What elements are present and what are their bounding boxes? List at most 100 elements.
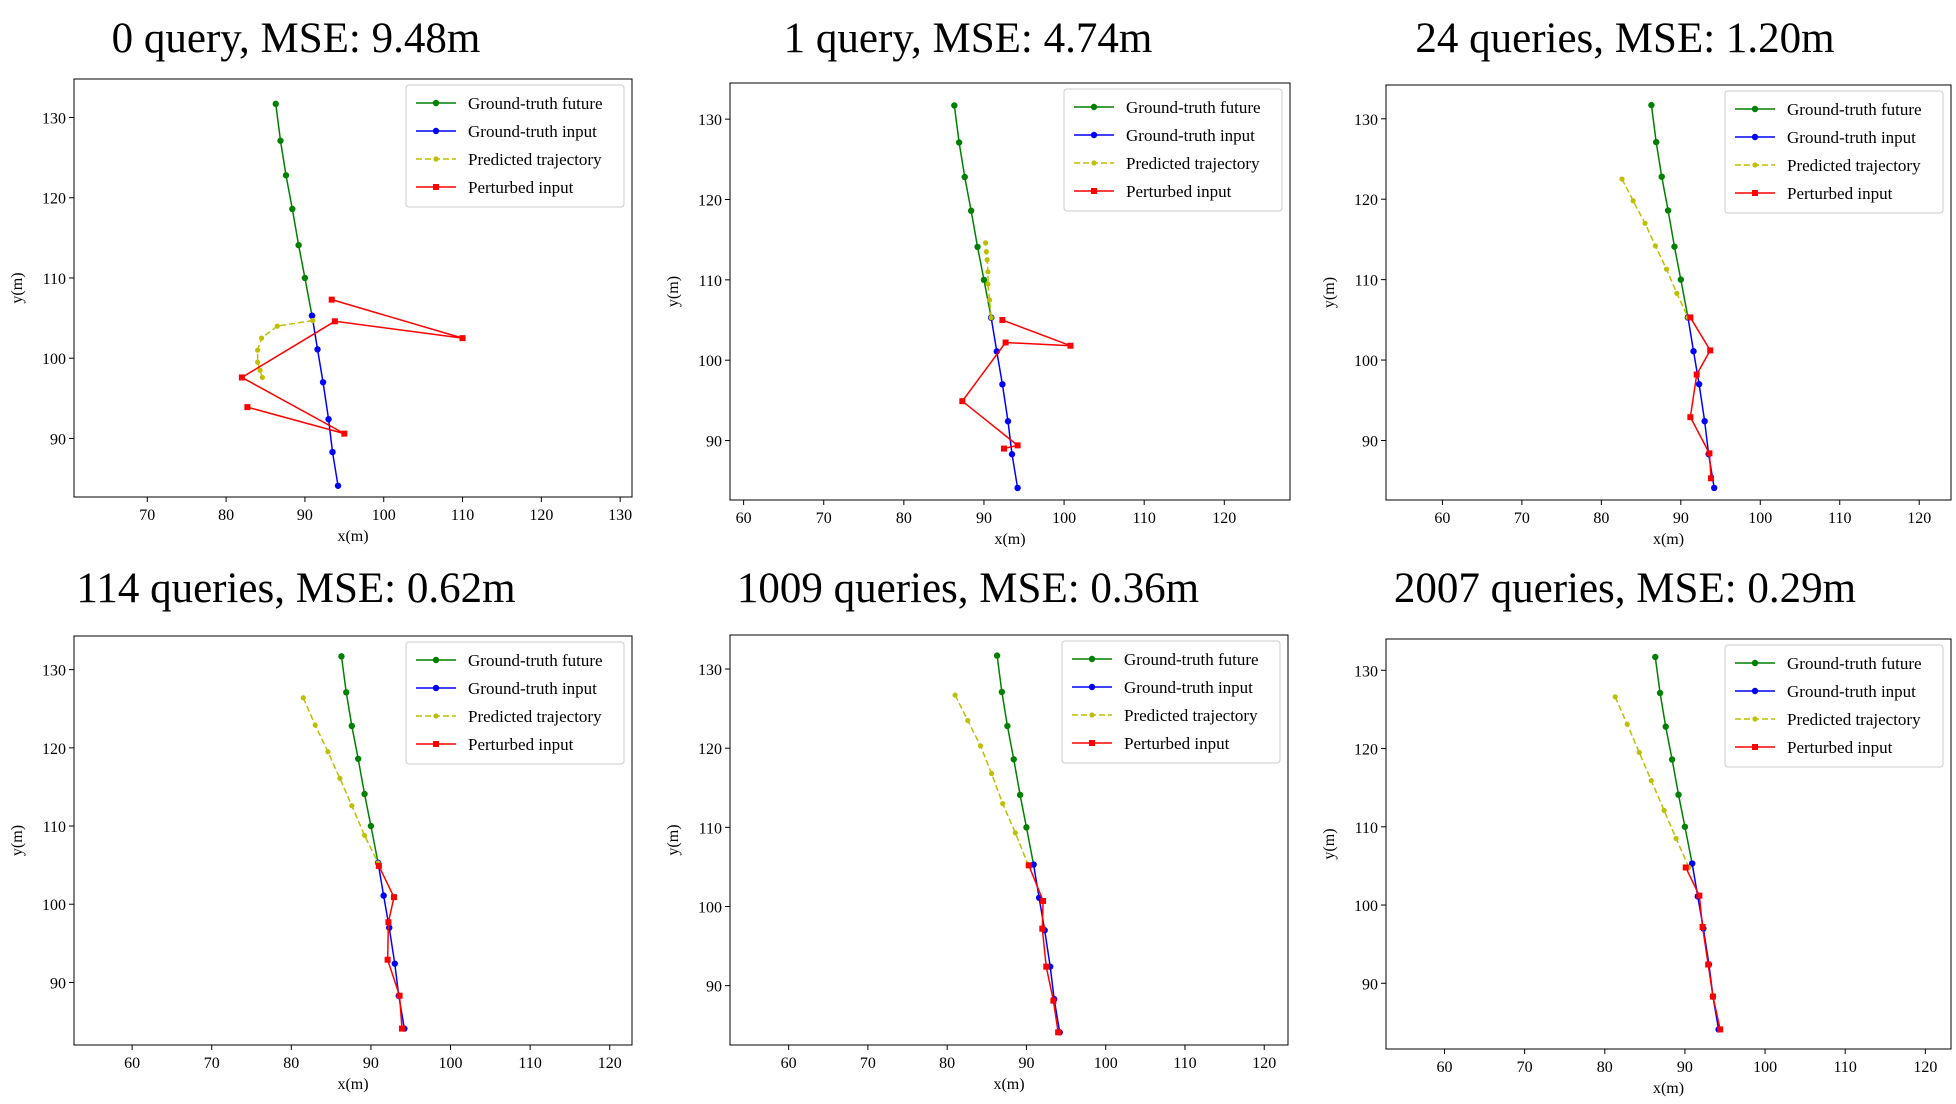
panel-0: 0 query, MSE: 9.48m 70 80 90 100 110 120 130 90…: [0, 0, 652, 552]
legend-box: [1061, 640, 1281, 764]
y-tick-label: 120: [698, 193, 722, 210]
data-point: [272, 100, 279, 108]
data-point: [1040, 897, 1047, 904]
series-ground-truth-future: [272, 100, 316, 319]
data-point: [277, 137, 284, 144]
data-point: [1663, 266, 1670, 272]
data-point: [459, 335, 466, 342]
x-tick-label: 70: [139, 507, 155, 524]
data-point: [1656, 689, 1664, 697]
data-point: [1652, 653, 1659, 661]
data-point: [1688, 860, 1696, 867]
legend-marker: [433, 184, 439, 190]
data-point: [338, 653, 345, 660]
y-tick-label: 90: [706, 979, 722, 996]
data-point: [343, 689, 350, 696]
data-point: [385, 919, 392, 926]
legend-label: Predicted trajectory: [468, 707, 602, 726]
data-point: [1674, 290, 1680, 296]
x-tick-label: 120: [1907, 510, 1931, 527]
data-point: [1717, 1026, 1724, 1033]
data-point: [398, 1025, 405, 1032]
chart-title: 2007 queries, MSE: 0.29m: [1393, 565, 1857, 612]
data-point: [1706, 450, 1713, 457]
legend: Ground-truth future Ground-truth input Pre…: [1061, 640, 1281, 764]
series-ground-truth-input: [1684, 314, 1718, 492]
chart-title: 114 queries, MSE: 0.62m: [76, 565, 516, 612]
x-tick-label: 110: [518, 1055, 541, 1072]
data-point: [380, 892, 387, 899]
chart-title: 1009 queries, MSE: 0.36m: [736, 565, 1200, 612]
y-axis-label: y(m): [9, 825, 26, 856]
x-tick-label: 100: [1748, 510, 1772, 527]
data-point: [1710, 484, 1718, 492]
x-tick-label: 60: [736, 510, 752, 527]
legend-marker: [1089, 740, 1095, 746]
legend-label: Perturbed input: [1124, 734, 1230, 753]
data-point: [329, 448, 336, 456]
data-point: [295, 241, 302, 249]
data-point: [1648, 101, 1655, 109]
data-point: [1671, 243, 1678, 250]
y-tick-label: 110: [43, 819, 66, 836]
x-axis-label: x(m): [337, 1076, 368, 1093]
y-tick-label: 110: [43, 271, 66, 288]
x-axis-label: x(m): [994, 531, 1025, 548]
data-point: [396, 992, 403, 999]
x-tick-label: 90: [976, 510, 992, 527]
y-tick-label: 120: [1354, 192, 1378, 209]
data-point: [1039, 925, 1046, 932]
series-predicted-trajectory: [300, 695, 381, 866]
data-point: [1681, 823, 1689, 830]
series-line: [256, 319, 313, 378]
legend-box: [1063, 88, 1283, 212]
series-line: [1689, 317, 1712, 479]
y-tick-label: 100: [698, 353, 722, 370]
series-predicted-trajectory: [1612, 694, 1692, 871]
axes-frame: [729, 634, 1289, 1046]
data-point: [328, 296, 335, 303]
data-point: [361, 790, 368, 798]
data-point: [1687, 414, 1694, 421]
legend-label: Ground-truth future: [1126, 98, 1261, 117]
data-point: [974, 243, 981, 251]
legend: Ground-truth future Ground-truth input Pre…: [405, 84, 625, 208]
series-perturbed-input: [1025, 862, 1062, 1036]
x-tick-label: 100: [439, 1055, 463, 1072]
x-tick-label: 80: [283, 1055, 299, 1072]
series-line: [311, 315, 339, 486]
data-point: [325, 749, 331, 755]
legend: Ground-truth future Ground-truth input Pre…: [1724, 644, 1944, 768]
data-point: [1693, 371, 1700, 378]
data-point: [384, 956, 391, 963]
legend-marker: [432, 656, 440, 664]
data-point: [988, 315, 994, 321]
data-point: [361, 832, 368, 839]
series-ground-truth-future: [1648, 101, 1692, 321]
x-tick-label: 120: [1212, 510, 1236, 527]
legend-label: Predicted trajectory: [1787, 710, 1921, 729]
legend-marker: [432, 99, 440, 107]
data-point: [1004, 418, 1012, 425]
data-point: [334, 482, 342, 489]
y-tick-label: 130: [1354, 112, 1378, 129]
legend-box: [405, 84, 625, 208]
series-line: [1685, 867, 1721, 1030]
data-point: [354, 755, 362, 762]
data-point: [325, 415, 332, 423]
data-point: [986, 297, 993, 303]
x-tick-label: 120: [598, 1055, 622, 1072]
legend-marker: [1752, 716, 1758, 722]
data-point: [1699, 923, 1706, 930]
x-tick-label: 130: [608, 507, 632, 524]
y-tick-label: 90: [1362, 433, 1378, 450]
data-point: [1662, 723, 1669, 730]
axes-frame: [1385, 84, 1952, 501]
x-tick-label: 110: [1132, 510, 1155, 527]
data-point: [391, 960, 398, 967]
data-point: [1000, 800, 1006, 807]
legend-label: Predicted trajectory: [1126, 154, 1260, 173]
data-point: [1014, 484, 1021, 492]
plot-3: 60 70 80 90 100 110 120 90 100 110 120 130 x(m) y(m) G…: [9, 635, 633, 1093]
data-point: [375, 862, 382, 869]
